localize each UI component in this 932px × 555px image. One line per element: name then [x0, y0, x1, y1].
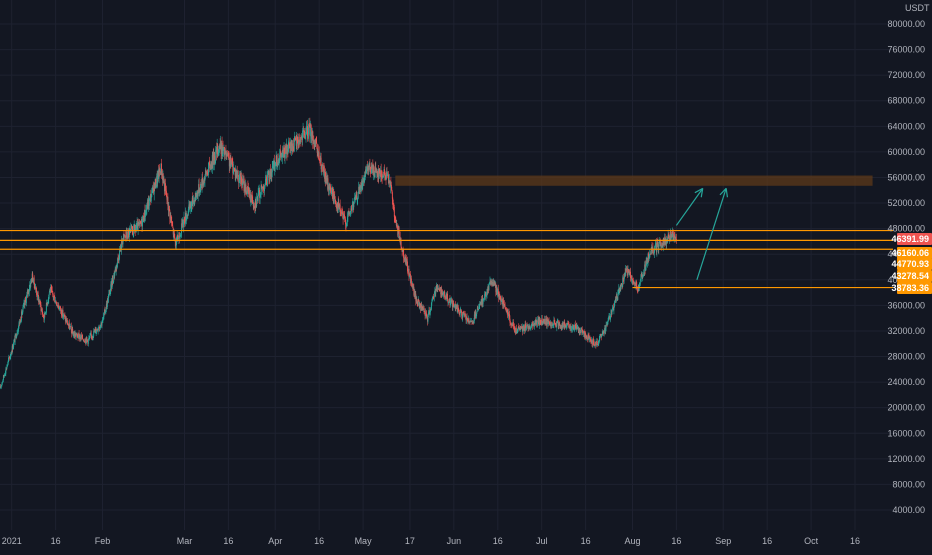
candle-body — [507, 309, 508, 314]
candle-body — [489, 282, 490, 284]
price-tick-label: 48000.00 — [887, 224, 925, 234]
time-tick-label: Mar — [177, 536, 193, 546]
candle-body — [119, 250, 120, 259]
time-tick-label: 16 — [581, 536, 591, 546]
candle-body — [537, 322, 538, 326]
candle-body — [484, 294, 485, 298]
price-tag-label: 46391.99 — [891, 234, 929, 244]
candle-body — [172, 226, 173, 228]
time-tick-label: 16 — [493, 536, 503, 546]
time-tick-label: Oct — [804, 536, 819, 546]
price-tick-label: 28000.00 — [887, 352, 925, 362]
candle-body — [2, 382, 3, 383]
price-tick-label: 20000.00 — [887, 403, 925, 413]
time-tick-label: 17 — [405, 536, 415, 546]
candle-body — [38, 292, 39, 295]
candle-body — [467, 317, 468, 318]
time-tick-label: 16 — [671, 536, 681, 546]
currency-label: USDT — [905, 3, 930, 13]
candle-body — [676, 239, 677, 240]
price-tag-label: 38783.36 — [891, 283, 929, 293]
candle-body — [369, 163, 370, 167]
price-tick-label: 60000.00 — [887, 147, 925, 157]
candle-body — [447, 294, 448, 299]
candle-body — [431, 300, 432, 302]
candle-body — [499, 294, 500, 295]
time-tick-label: 16 — [762, 536, 772, 546]
candle-body — [640, 280, 641, 284]
candle-body — [549, 322, 550, 325]
candle-body — [125, 235, 126, 237]
price-tick-label: 4000.00 — [892, 505, 925, 515]
price-tick-label: 36000.00 — [887, 300, 925, 310]
candle-body — [632, 276, 633, 278]
candle-body — [200, 184, 201, 192]
time-tick-label: Sep — [715, 536, 731, 546]
candle-body — [214, 156, 215, 161]
candle-body — [613, 307, 614, 310]
time-tick-label: 16 — [51, 536, 61, 546]
time-tick-label: Jun — [447, 536, 462, 546]
candle-body — [657, 242, 658, 245]
time-tick-label: May — [355, 536, 373, 546]
candle-body — [265, 185, 266, 187]
price-tag-label: 44770.93 — [891, 259, 929, 269]
candle-body — [49, 292, 50, 294]
candle-body — [348, 211, 349, 212]
price-tick-label: 72000.00 — [887, 70, 925, 80]
candle-body — [345, 219, 346, 224]
candle-body — [352, 206, 353, 211]
candle-body — [449, 302, 450, 303]
candle-body — [424, 309, 425, 311]
price-tick-label: 16000.00 — [887, 428, 925, 438]
time-tick-label: 16 — [850, 536, 860, 546]
price-tag-label: 46160.06 — [891, 248, 929, 258]
candle-body — [597, 342, 598, 345]
price-tick-label: 68000.00 — [887, 96, 925, 106]
time-tick-label: 16 — [223, 536, 233, 546]
price-tick-label: 12000.00 — [887, 454, 925, 464]
time-tick-label: Apr — [268, 536, 282, 546]
candle-body — [26, 294, 27, 297]
price-tick-label: 80000.00 — [887, 19, 925, 29]
price-tag-label: 43278.54 — [891, 271, 929, 281]
candle-body — [612, 310, 613, 315]
resistance-zone — [395, 176, 872, 186]
candle-body — [489, 284, 490, 290]
candle-body — [151, 197, 152, 201]
candle-body — [595, 342, 596, 345]
price-tick-label: 8000.00 — [892, 479, 925, 489]
time-tick-label: Feb — [95, 536, 111, 546]
price-tick-label: 52000.00 — [887, 198, 925, 208]
candle-body — [174, 231, 175, 234]
price-tick-label: 32000.00 — [887, 326, 925, 336]
price-tick-label: 64000.00 — [887, 121, 925, 131]
candle-body — [268, 171, 269, 180]
price-tick-label: 76000.00 — [887, 45, 925, 55]
candle-body — [276, 156, 277, 163]
resistance-zone-layer — [395, 176, 872, 186]
candle-body — [411, 279, 412, 285]
candle-body — [102, 323, 103, 325]
time-tick-label: Jul — [536, 536, 548, 546]
price-tick-label: 24000.00 — [887, 377, 925, 387]
time-tick-label: 2021 — [2, 536, 22, 546]
time-tick-label: Aug — [624, 536, 640, 546]
price-tick-label: 56000.00 — [887, 172, 925, 182]
time-tick-label: 16 — [314, 536, 324, 546]
candle-body — [91, 334, 92, 336]
